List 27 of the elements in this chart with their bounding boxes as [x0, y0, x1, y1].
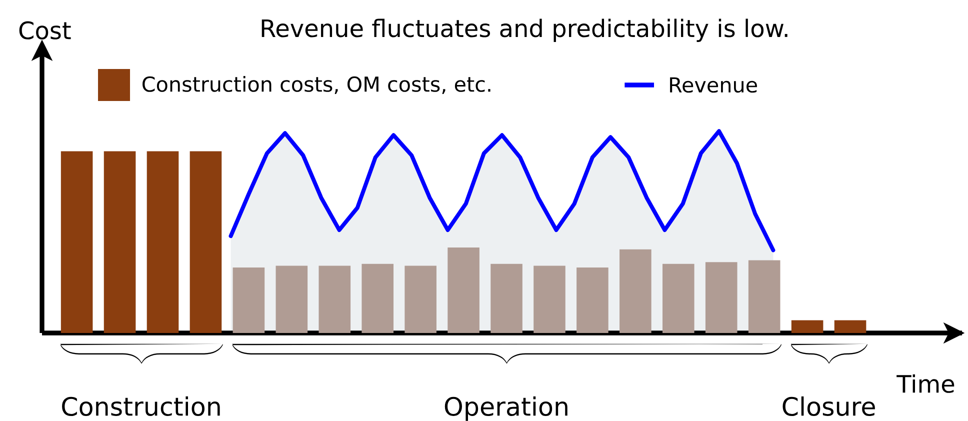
chart-title: Revenue fluctuates and predictability is low.	[262, 18, 788, 42]
bar	[576, 268, 608, 333]
bar	[104, 151, 136, 333]
y-axis-title: Cost	[19, 21, 71, 40]
bar	[60, 151, 93, 333]
text: Closure	[782, 396, 875, 416]
bar	[748, 260, 780, 333]
bar	[146, 151, 179, 333]
bar	[791, 320, 824, 333]
bar	[318, 266, 351, 333]
bar	[362, 264, 394, 333]
bar	[276, 266, 308, 333]
bar	[448, 248, 480, 333]
bar	[490, 264, 522, 333]
x-axis-title: Time	[896, 374, 954, 393]
bar	[534, 266, 566, 333]
bar	[232, 268, 265, 333]
text: Operation	[444, 396, 568, 421]
bar	[190, 151, 222, 333]
bar	[834, 320, 866, 333]
legend-label: Construction costs, OM costs, etc.	[142, 76, 490, 94]
bar	[705, 262, 738, 333]
legend-label: Revenue	[670, 77, 757, 93]
text: Construction	[62, 396, 220, 416]
bar	[662, 264, 694, 333]
bar	[620, 249, 652, 333]
bar	[404, 266, 436, 333]
